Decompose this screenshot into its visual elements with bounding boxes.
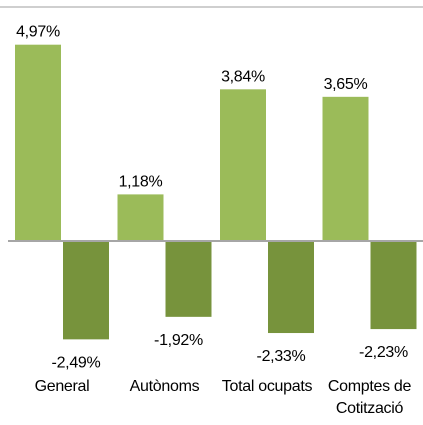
bar (370, 241, 417, 330)
bar (63, 241, 109, 340)
bar (220, 89, 266, 241)
bar (117, 194, 164, 241)
x-tick-label: Autònoms (129, 378, 200, 395)
x-tick-label: Total ocupats (221, 378, 313, 395)
value-label: 4,97% (16, 24, 60, 41)
bar (268, 241, 314, 334)
bar (322, 96, 369, 241)
value-label: 1,18% (119, 173, 163, 190)
x-tick-label: General (34, 378, 90, 395)
x-tick-label: Comptes de Cotització (327, 378, 412, 417)
value-label: -2,49% (52, 354, 101, 371)
value-label: -2,23% (359, 344, 408, 361)
value-label: -1,92% (154, 332, 203, 349)
value-label: -2,33% (257, 348, 306, 365)
value-label: 3,65% (324, 76, 368, 93)
value-label: 3,84% (221, 68, 265, 85)
bar (15, 44, 61, 242)
bar (165, 241, 212, 317)
